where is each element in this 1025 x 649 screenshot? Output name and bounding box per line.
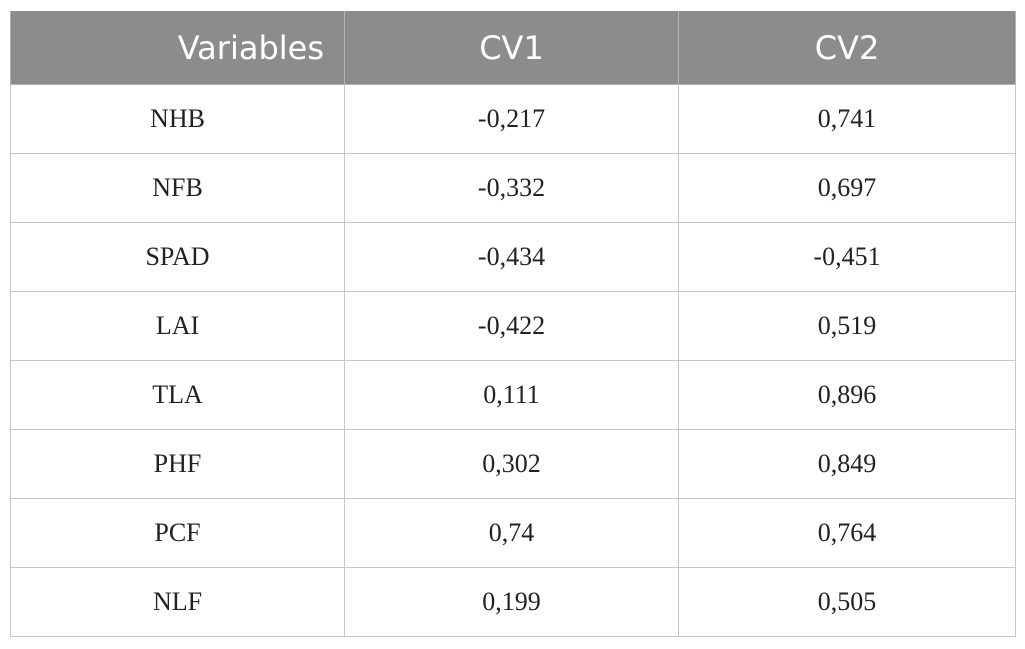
cell-cv2: -0,451 [678,222,1016,292]
table-row: PHF 0,302 0,849 [10,429,1016,499]
cell-cv2: 0,519 [678,291,1016,361]
cell-variable: PCF [10,498,345,568]
cell-cv1: -0,422 [344,291,679,361]
cell-variable: PHF [10,429,345,499]
cell-cv1: 0,199 [344,567,679,637]
cell-cv1: -0,434 [344,222,679,292]
cell-variable: LAI [10,291,345,361]
header-cv1: CV1 [344,11,679,85]
cell-cv1: 0,111 [344,360,679,430]
cell-cv2: 0,741 [678,84,1016,154]
table-header: Variables CV1 CV2 [10,11,1016,85]
table-row: TLA 0,111 0,896 [10,360,1016,430]
cell-cv1: -0,332 [344,153,679,223]
cell-cv2: 0,849 [678,429,1016,499]
cell-cv2: 0,505 [678,567,1016,637]
cell-variable: NHB [10,84,345,154]
cell-cv1: -0,217 [344,84,679,154]
canonical-variables-table: Variables CV1 CV2 NHB -0,217 0,741 NFB -… [10,11,1016,637]
cell-variable: TLA [10,360,345,430]
header-row: Variables CV1 CV2 [10,11,1016,85]
cell-variable: NFB [10,153,345,223]
cell-cv2: 0,697 [678,153,1016,223]
table-row: SPAD -0,434 -0,451 [10,222,1016,292]
cell-cv2: 0,764 [678,498,1016,568]
table-row: NHB -0,217 0,741 [10,84,1016,154]
cell-cv2: 0,896 [678,360,1016,430]
table-row: NFB -0,332 0,697 [10,153,1016,223]
table-row: NLF 0,199 0,505 [10,567,1016,637]
table-row: PCF 0,74 0,764 [10,498,1016,568]
data-table-container: Variables CV1 CV2 NHB -0,217 0,741 NFB -… [10,11,1016,637]
cell-cv1: 0,302 [344,429,679,499]
header-cv2: CV2 [678,11,1016,85]
table-row: LAI -0,422 0,519 [10,291,1016,361]
header-variables: Variables [10,11,345,85]
cell-variable: NLF [10,567,345,637]
table-body: NHB -0,217 0,741 NFB -0,332 0,697 SPAD -… [10,84,1016,637]
cell-variable: SPAD [10,222,345,292]
cell-cv1: 0,74 [344,498,679,568]
